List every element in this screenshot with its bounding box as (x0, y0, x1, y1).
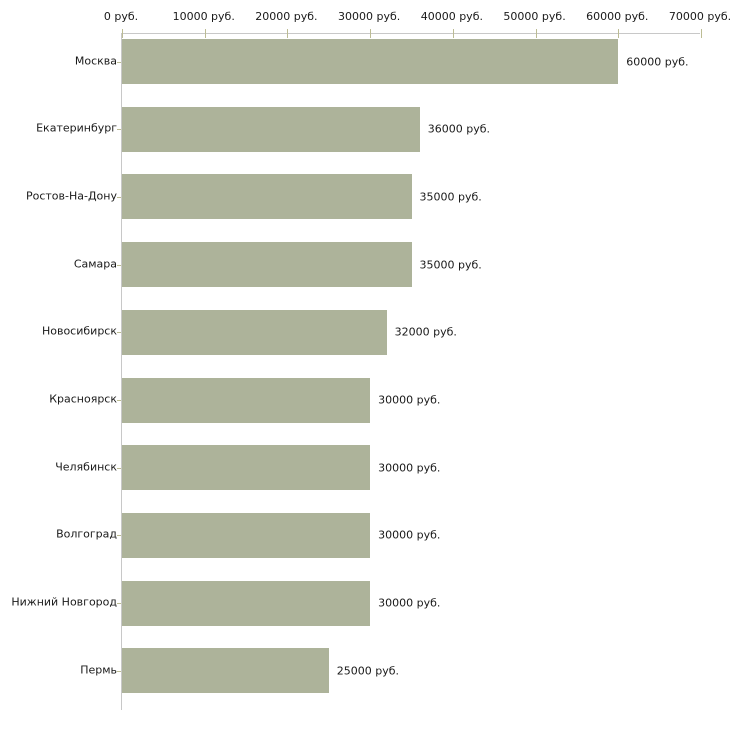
x-axis-tick (287, 29, 289, 38)
y-axis-tick (117, 264, 121, 266)
bar (122, 242, 412, 288)
bar-value-label: 30000 руб. (378, 596, 441, 610)
y-axis-category-label: Москва (74, 54, 117, 67)
plot-area: 60000 руб. 36000 руб. 35000 руб. 35000 руб.… (117, 29, 702, 710)
bar (122, 445, 371, 491)
y-axis-tick (117, 61, 121, 63)
bar-row: 32000 руб. (122, 309, 700, 355)
bar-row: 35000 руб. (122, 174, 700, 220)
bar (122, 377, 371, 423)
x-axis-tick (204, 29, 206, 38)
x-axis-tick-label: 60000 руб. (586, 10, 649, 23)
bar (122, 106, 420, 152)
y-axis-tick (117, 603, 121, 605)
x-axis-tick-label: 10000 руб. (172, 10, 235, 23)
bar (122, 580, 371, 626)
y-axis-tick (117, 535, 121, 537)
y-axis-category-label: Волгоград (56, 527, 117, 541)
bar-row: 30000 руб. (122, 580, 700, 626)
bar-row: 35000 руб. (122, 242, 700, 288)
bar-value-label: 35000 руб. (419, 258, 482, 272)
bar-row: 36000 руб. (122, 106, 700, 152)
bar-value-label: 32000 руб. (394, 325, 457, 339)
bar (122, 174, 412, 220)
y-axis-category-label: Пермь (80, 663, 117, 677)
bar-row: 30000 руб. (122, 512, 700, 558)
y-axis-tick (117, 467, 121, 469)
bar-row: 60000 руб. (122, 39, 700, 84)
bar-row: 30000 руб. (122, 377, 700, 423)
x-axis-tick-label: 20000 руб. (255, 10, 318, 23)
bar (122, 309, 387, 355)
x-axis-tick (452, 29, 454, 38)
bar-value-label: 30000 руб. (378, 528, 441, 542)
bar-row: 30000 руб. (122, 445, 700, 491)
x-axis-tick-label: 30000 руб. (338, 10, 401, 23)
y-axis-tick (117, 129, 121, 131)
y-axis-tick (117, 400, 121, 401)
bar-value-label: 25000 руб. (336, 664, 400, 678)
y-axis-category-label: Нижний Новгород (11, 595, 117, 609)
y-axis-category-label: Красноярск (49, 392, 117, 406)
bar-value-label: 35000 руб. (419, 190, 482, 204)
y-axis-category-label: Екатеринбург (36, 121, 117, 135)
x-axis-tick (370, 29, 372, 38)
bar (122, 39, 619, 84)
y-axis-tick (117, 670, 121, 672)
x-axis-tick (122, 29, 123, 38)
x-axis-tick (618, 29, 620, 38)
bar (122, 648, 329, 694)
bar-value-label: 60000 руб. (626, 55, 689, 68)
bar (122, 512, 371, 558)
x-axis-tick-label: 70000 руб. (668, 10, 730, 23)
y-axis-category-label: Ростов-На-Дону (25, 189, 117, 203)
bar-value-label: 30000 руб. (378, 461, 441, 475)
y-axis-category-label: Самара (73, 257, 117, 271)
y-axis-category-label: Новосибирск (41, 324, 117, 338)
y-axis-labels: Москва Екатеринбург Ростов-На-Дону Самара Но… (0, 0, 117, 730)
x-axis-tick (535, 29, 537, 38)
x-axis-tick-label: 0 руб. (103, 10, 139, 23)
y-axis-category-label: Челябинск (55, 460, 117, 474)
x-axis-tick-label: 40000 руб. (420, 10, 483, 23)
bar-value-label: 30000 руб. (378, 393, 441, 407)
bar-value-label: 36000 руб. (427, 122, 491, 136)
bar-row: 25000 руб. (122, 648, 700, 694)
y-axis-tick (117, 196, 121, 198)
x-axis: 0 руб. 10000 руб. 20000 руб. 30000 руб. 4000… (0, 0, 730, 33)
y-axis-tick (117, 332, 121, 334)
x-axis-tick (701, 29, 702, 38)
x-axis-tick-label: 50000 руб. (503, 10, 566, 23)
